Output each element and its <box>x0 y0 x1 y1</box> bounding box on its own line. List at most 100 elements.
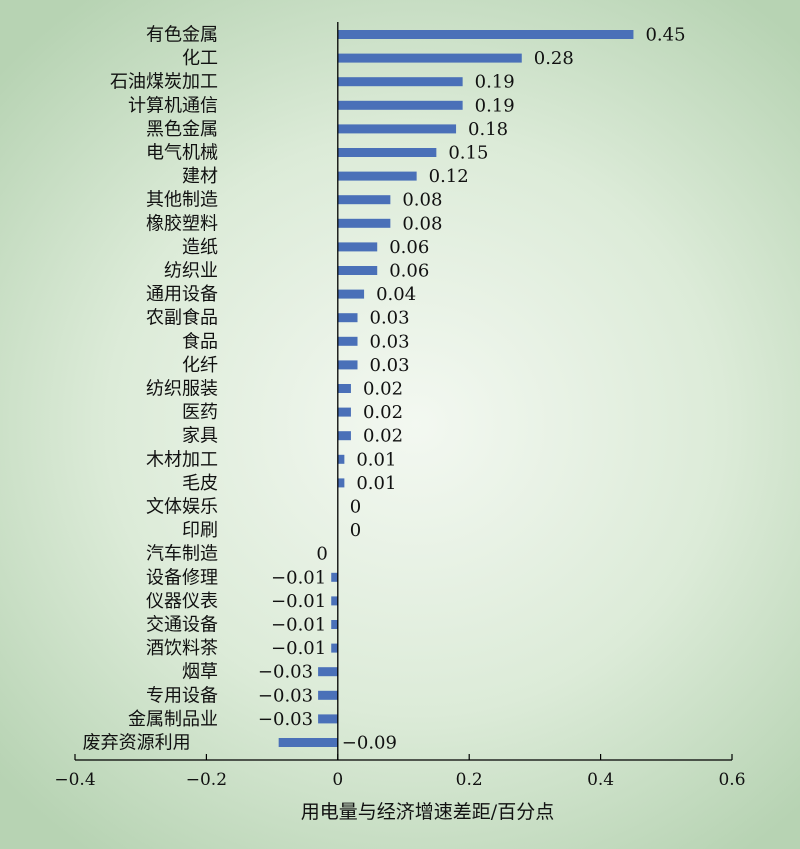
bar <box>337 30 634 39</box>
category-label: 汽车制造 <box>146 544 218 565</box>
bar <box>337 454 345 464</box>
value-label: 0.08 <box>402 213 442 234</box>
value-label: 0.03 <box>370 355 410 376</box>
value-label: −0.03 <box>258 662 313 683</box>
category-label: 纺织业 <box>164 261 218 282</box>
bar <box>337 218 391 228</box>
bar <box>337 431 351 441</box>
bar <box>337 242 378 252</box>
bar <box>337 407 351 417</box>
value-label: 0.06 <box>389 237 429 258</box>
bar <box>337 313 358 323</box>
category-label: 文体娱乐 <box>146 497 218 518</box>
category-label: 废弃资源利用 <box>83 733 191 754</box>
category-label: 化纤 <box>182 355 218 376</box>
bar <box>278 738 338 747</box>
bar <box>331 596 338 606</box>
value-label: −0.01 <box>271 567 326 588</box>
value-labels-group: 0.45 0.28 0.190.19 0.18 0.150.12 0.080.08 0.06… <box>258 25 686 754</box>
bar <box>337 171 417 181</box>
x-axis-title: 用电量与经济增速差距/百分点 <box>301 801 554 823</box>
category-label: 木材加工 <box>146 449 218 470</box>
value-label: −0.01 <box>271 638 326 659</box>
value-label: 0 <box>316 544 327 565</box>
category-label: 橡胶塑料 <box>146 213 218 234</box>
value-label: 0.15 <box>448 143 488 164</box>
bar <box>337 478 345 488</box>
category-label: 造纸 <box>182 237 218 258</box>
value-label: 0.03 <box>370 331 410 352</box>
bar <box>337 77 463 87</box>
x-tick-label: 0.4 <box>587 770 614 790</box>
value-label: 0.02 <box>363 426 403 447</box>
value-label: 0.12 <box>429 166 469 187</box>
category-label: 纺织服装 <box>146 379 218 400</box>
value-label: −0.01 <box>271 615 326 636</box>
value-label: 0.08 <box>402 190 442 211</box>
category-label: 酒饮料茶 <box>146 638 218 659</box>
bars-group <box>278 30 634 747</box>
category-label: 专用设备 <box>146 685 218 706</box>
x-tick-label: −0.2 <box>186 770 227 790</box>
category-label: 食品 <box>182 331 218 352</box>
bar <box>337 53 522 63</box>
category-label: 交通设备 <box>146 615 218 636</box>
bar <box>331 643 338 653</box>
bar <box>337 384 351 393</box>
value-label: 0.19 <box>475 72 515 93</box>
bar <box>331 572 338 582</box>
value-label: −0.09 <box>342 733 397 754</box>
category-label: 仪器仪表 <box>146 591 218 612</box>
category-label: 烟草 <box>182 662 218 683</box>
value-label: 0.02 <box>363 379 403 400</box>
value-label: 0.19 <box>475 95 515 116</box>
category-label: 石油煤炭加工 <box>110 72 218 93</box>
category-label: 农副食品 <box>146 308 218 329</box>
x-tick-label: 0.6 <box>718 770 745 790</box>
category-labels-group: 有色金属化工石油煤炭加工计算机通信黑色金属电气机械建材其他制造橡胶塑料造纸纺织业… <box>83 25 218 754</box>
bar <box>337 289 365 299</box>
value-label: 0 <box>350 520 361 541</box>
bar <box>337 336 358 346</box>
category-label: 黑色金属 <box>146 119 218 140</box>
bar <box>337 100 463 110</box>
category-label: 其他制造 <box>146 190 218 211</box>
bar <box>331 620 338 629</box>
value-label: −0.01 <box>271 591 326 612</box>
value-label: 0.01 <box>356 449 396 470</box>
value-label: 0.04 <box>376 284 416 305</box>
bar <box>337 148 437 157</box>
value-label: 0.06 <box>389 261 429 282</box>
bar <box>337 360 358 370</box>
bar <box>337 124 457 134</box>
category-label: 建材 <box>182 166 218 187</box>
value-label: 0.02 <box>363 402 403 423</box>
category-label: 家具 <box>182 426 218 447</box>
category-label: 通用设备 <box>146 284 218 305</box>
category-label: 有色金属 <box>146 25 218 46</box>
value-label: 0.01 <box>356 473 396 494</box>
value-label: −0.03 <box>258 685 313 706</box>
category-label: 化工 <box>182 48 218 69</box>
x-ticks-group: −0.4 −0.2 0 0.2 0.4 0.6 <box>54 754 746 790</box>
value-label: 0.28 <box>534 48 574 69</box>
value-label: 0 <box>350 497 361 518</box>
bar <box>318 690 338 700</box>
category-label: 计算机通信 <box>128 95 218 116</box>
value-label: 0.18 <box>468 119 508 140</box>
value-label: 0.45 <box>645 25 685 46</box>
value-label: −0.03 <box>258 709 313 730</box>
bar <box>337 266 378 275</box>
value-label: 0.03 <box>370 308 410 329</box>
bar <box>318 714 338 724</box>
category-label: 印刷 <box>182 520 218 541</box>
x-tick-label: 0.2 <box>456 770 483 790</box>
x-tick-label: −0.4 <box>54 770 95 790</box>
x-tick-label: 0 <box>332 770 343 790</box>
category-label: 医药 <box>182 402 218 423</box>
category-label: 设备修理 <box>146 567 218 588</box>
category-label: 电气机械 <box>146 143 218 164</box>
bar <box>337 195 391 205</box>
